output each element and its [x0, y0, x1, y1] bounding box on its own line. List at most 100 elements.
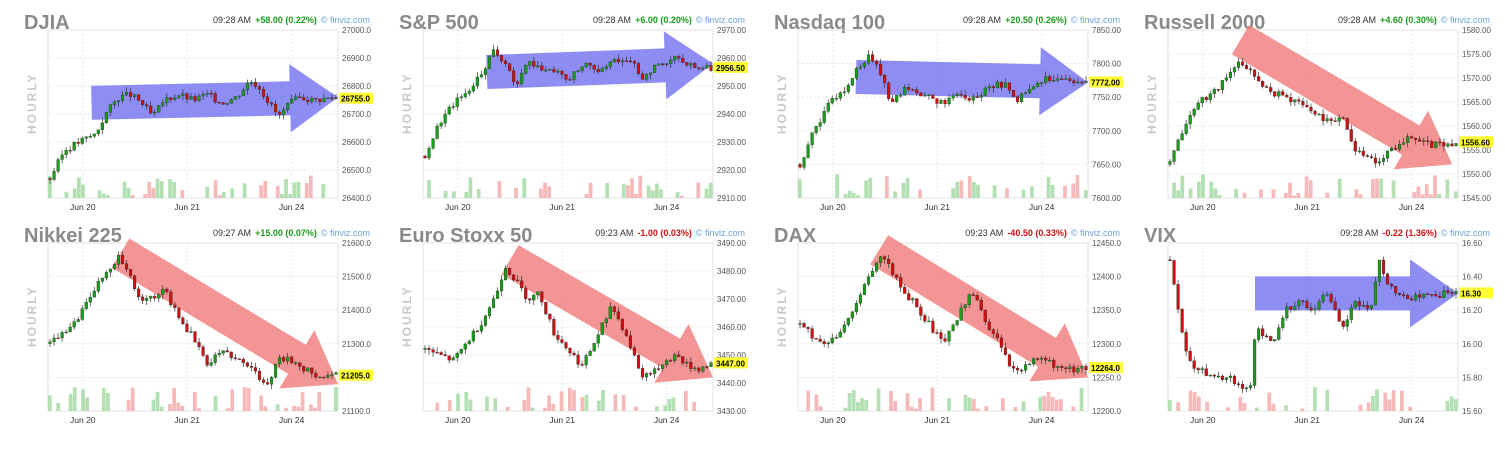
- volume-bar: [72, 387, 77, 411]
- volume-bar: [972, 398, 976, 411]
- chart-title[interactable]: DJIA: [24, 12, 70, 34]
- volume-bar: [126, 399, 131, 411]
- candle-body: [1313, 110, 1317, 115]
- chart-panel[interactable]: DAX 09:23 AM -40.50 (0.33%) © finviz.com 124…: [762, 225, 1132, 435]
- candle-body: [838, 92, 842, 99]
- volume-bar: [1284, 405, 1288, 411]
- chart-title[interactable]: Russell 2000: [1144, 12, 1266, 34]
- candle-body: [508, 268, 512, 276]
- volume-bar: [530, 407, 535, 411]
- chart-title[interactable]: S&P 500: [399, 12, 479, 34]
- candle-body: [810, 328, 814, 339]
- candle-body: [1426, 140, 1430, 142]
- y-tick-label: 2940.00: [717, 110, 746, 119]
- candle-body: [588, 351, 592, 356]
- volume-bar: [130, 387, 135, 411]
- candle-body: [241, 359, 245, 363]
- candle-body: [257, 86, 262, 90]
- volume-bar: [304, 182, 309, 198]
- candle-body: [1454, 290, 1458, 294]
- candle-body: [318, 98, 322, 103]
- candle-body: [431, 138, 435, 149]
- candle-body: [459, 96, 463, 99]
- chart-panel[interactable]: Euro Stoxx 50 09:23 AM -1.00 (0.03%) © finv…: [387, 225, 757, 435]
- y-tick-label: 12300.0: [1092, 340, 1121, 349]
- volume-bar: [1408, 406, 1413, 411]
- chart-panel[interactable]: Russell 2000 09:28 AM +4.60 (0.30%) © finvi…: [1132, 12, 1502, 222]
- change-label: -40.50 (0.33%): [1007, 228, 1067, 238]
- candle-body: [1052, 80, 1056, 82]
- candle-body: [943, 100, 947, 105]
- candle-body: [693, 63, 697, 68]
- chart-panel[interactable]: Nasdaq 100 09:28 AM +20.50 (0.26%) © finviz…: [762, 12, 1132, 222]
- volume-bar: [671, 397, 676, 411]
- candle-body: [967, 294, 971, 305]
- chart-title[interactable]: Nikkei 225: [24, 225, 122, 247]
- chart-title[interactable]: DAX: [774, 225, 817, 247]
- y-tick-label: 2910.00: [717, 194, 746, 203]
- volume-bar: [1046, 391, 1051, 411]
- candle-body: [1184, 123, 1188, 134]
- candle-body: [616, 311, 620, 320]
- volume-bar: [905, 178, 910, 198]
- candle-body: [887, 82, 891, 99]
- y-tick-label: 21400.0: [342, 306, 371, 315]
- chart-svg: 16.60 16.40 16.20 16.00 15.80 15.60 Jun 20 Jun …: [1167, 239, 1493, 425]
- candle-body: [524, 65, 528, 74]
- volume-bar: [259, 185, 264, 198]
- candle-body: [298, 362, 302, 367]
- candle-body: [1180, 133, 1184, 141]
- candle-body: [221, 102, 225, 105]
- y-tick-label: 26700.0: [342, 110, 371, 119]
- volume-bar: [655, 406, 659, 411]
- source-link[interactable]: © finviz.com: [1070, 15, 1120, 25]
- volume-bar: [847, 393, 852, 411]
- candle-body: [612, 306, 616, 312]
- candle-body: [1048, 76, 1052, 81]
- volume-bar: [947, 398, 951, 411]
- volume-bar: [1391, 390, 1396, 411]
- candle-body: [1011, 90, 1016, 97]
- candle-body: [1430, 294, 1434, 296]
- source-link[interactable]: © finviz.com: [1440, 228, 1490, 238]
- source-link[interactable]: © finviz.com: [320, 15, 370, 25]
- candle-body: [245, 83, 249, 91]
- candle-body: [1285, 306, 1289, 319]
- candle-body: [249, 82, 253, 84]
- candle-body: [600, 68, 604, 72]
- candle-body: [798, 164, 802, 168]
- candle-body: [870, 54, 875, 62]
- chart-panel[interactable]: Nikkei 225 09:27 AM +15.00 (0.07%) © finviz…: [12, 225, 382, 435]
- chart-title[interactable]: VIX: [1144, 225, 1177, 247]
- candle-body: [624, 60, 628, 62]
- volume-bar: [1337, 178, 1342, 198]
- candle-body: [112, 264, 117, 270]
- candle-body: [822, 111, 826, 123]
- source-link[interactable]: © finviz.com: [320, 228, 370, 238]
- chart-title[interactable]: Euro Stoxx 50: [399, 225, 533, 247]
- candle-body: [1422, 140, 1426, 142]
- chart-panel[interactable]: S&P 500 09:28 AM +6.00 (0.20%) © finviz.com…: [387, 12, 757, 222]
- source-link[interactable]: © finviz.com: [1440, 15, 1490, 25]
- x-tick-label: Jun 21: [1294, 202, 1320, 212]
- chart-panel[interactable]: VIX 09:28 AM -0.22 (1.36%) © finviz.com 16.6…: [1132, 225, 1502, 435]
- volume-bar: [468, 177, 473, 198]
- y-tick-label: 1550.00: [1462, 170, 1491, 179]
- chart-title[interactable]: Nasdaq 100: [774, 12, 886, 34]
- volume-bar: [659, 189, 663, 198]
- candle-body: [108, 268, 112, 273]
- volume-bar: [172, 181, 177, 198]
- volume-bar: [1412, 191, 1417, 198]
- candle-body: [806, 144, 810, 158]
- volume-bar: [679, 195, 684, 198]
- candle-body: [1269, 87, 1273, 92]
- chart-panel[interactable]: DJIA 09:28 AM +58.00 (0.22%) © finviz.com 27…: [12, 12, 382, 222]
- source-link[interactable]: © finviz.com: [1070, 228, 1120, 238]
- last-value-label: 26755.0: [341, 95, 370, 104]
- y-tick-label: 12250.0: [1092, 373, 1121, 382]
- source-link[interactable]: © finviz.com: [695, 228, 745, 238]
- candle-body: [1040, 357, 1044, 360]
- candle-body: [1172, 150, 1176, 162]
- x-tick-label: Jun 21: [924, 415, 950, 425]
- source-link[interactable]: © finviz.com: [695, 15, 745, 25]
